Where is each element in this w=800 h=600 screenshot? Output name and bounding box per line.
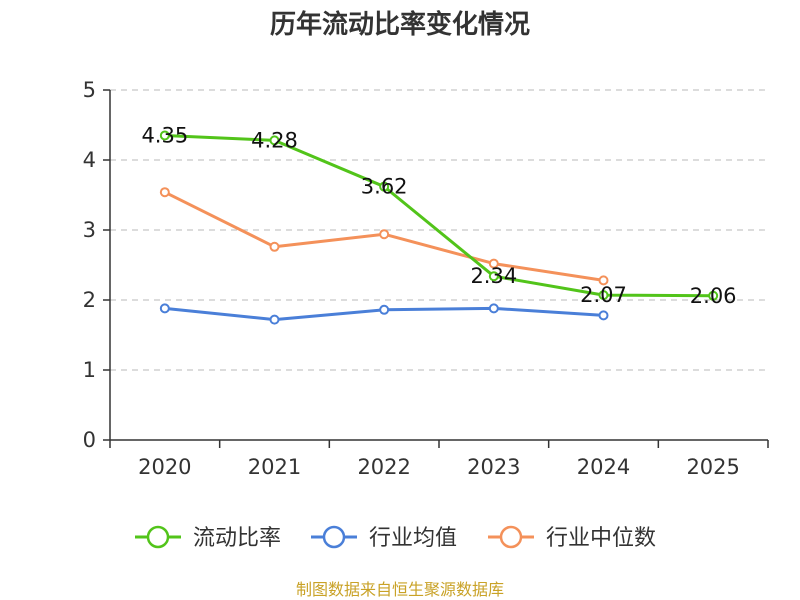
point-s1-2021[interactable] [269, 314, 280, 325]
legend-label-1: 行业均值 [369, 526, 457, 551]
point-s0-2023[interactable] [488, 271, 499, 282]
point-s2-2023[interactable] [488, 258, 499, 269]
point-s1-2022[interactable] [379, 304, 390, 315]
x-tick-label-2023: 2023 [467, 455, 520, 479]
point-s1-2020[interactable] [159, 303, 170, 314]
y-tick-label-1: 1 [83, 358, 96, 382]
legend[interactable]: 流动比率 行业均值 行业中位数 [135, 525, 656, 551]
data-label-2022: 3.62 [361, 175, 408, 199]
legend-marker-0 [146, 525, 170, 549]
y-tick-label-3: 3 [83, 218, 96, 242]
y-tick-label-4: 4 [83, 148, 96, 172]
point-s2-2020[interactable] [159, 187, 170, 198]
legend-marker-2 [499, 525, 523, 549]
source-note: 制图数据来自恒生聚源数据库 [296, 580, 504, 599]
series-layer [159, 130, 719, 325]
point-s2-2021[interactable] [269, 241, 280, 252]
y-tick-label-2: 2 [83, 288, 96, 312]
axes: 0 1 2 3 4 5 2020 2021 2022 2023 2024 2025 [83, 78, 769, 479]
point-s2-2024[interactable] [598, 275, 609, 286]
x-tick-label-2022: 2022 [357, 455, 410, 479]
point-s0-2020[interactable] [159, 130, 170, 141]
legend-item-2[interactable]: 行业中位数 [488, 525, 656, 551]
legend-item-0[interactable]: 流动比率 [135, 525, 281, 551]
legend-label-2: 行业中位数 [546, 526, 656, 551]
x-tick-label-2021: 2021 [248, 455, 301, 479]
series-line-0 [164, 134, 714, 298]
chart-title: 历年流动比率变化情况 [270, 9, 530, 40]
data-label-2021: 4.28 [251, 128, 298, 152]
x-tick-label-2024: 2024 [577, 455, 630, 479]
legend-label-0: 流动比率 [193, 526, 281, 551]
point-s0-2024[interactable] [598, 290, 609, 301]
x-tick-label-2025: 2025 [686, 455, 739, 479]
data-label-2024: 2.07 [580, 283, 627, 307]
data-label-2023: 2.34 [470, 264, 517, 288]
legend-marker-1 [322, 525, 346, 549]
data-label-2020: 4.35 [141, 124, 188, 148]
point-s2-2022[interactable] [379, 229, 390, 240]
data-labels: 4.35 4.28 3.62 2.34 2.07 2.06 [141, 124, 736, 308]
point-s1-2023[interactable] [488, 303, 499, 314]
legend-item-1[interactable]: 行业均值 [311, 525, 457, 551]
point-s0-2022[interactable] [379, 181, 390, 192]
point-s0-2021[interactable] [269, 135, 280, 146]
point-s1-2024[interactable] [598, 310, 609, 321]
y-tick-label-5: 5 [83, 78, 96, 102]
data-label-2025: 2.06 [690, 284, 737, 308]
y-tick-label-0: 0 [83, 428, 96, 452]
x-tick-label-2020: 2020 [138, 455, 191, 479]
point-s0-2025[interactable] [708, 290, 719, 301]
